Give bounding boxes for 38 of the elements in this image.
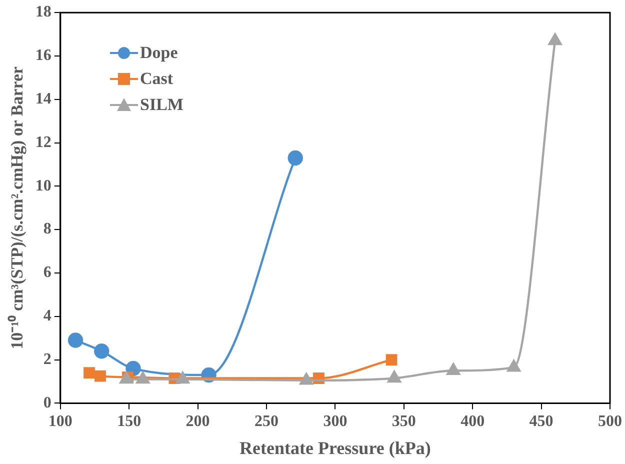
y-tick-label: 0: [43, 394, 52, 412]
y-tick-label: 10: [35, 177, 52, 194]
point: [84, 367, 95, 379]
y-tick-label: 2: [43, 350, 52, 368]
point: [176, 372, 190, 384]
point: [120, 372, 134, 384]
point: [507, 360, 521, 372]
y-tick-label: 4: [43, 308, 52, 325]
y-tick-label: 8: [43, 220, 52, 238]
point: [94, 344, 110, 359]
y-tick-label: 18: [35, 4, 52, 21]
x-tick-label: 250: [254, 412, 278, 430]
y-tick-label: 16: [35, 47, 52, 64]
point: [548, 33, 562, 46]
x-tick-label: 200: [186, 412, 210, 430]
x-tick-label: 100: [48, 412, 72, 430]
x-tick-label: 400: [460, 412, 485, 430]
x-tick-label: 500: [598, 412, 622, 430]
point: [386, 354, 398, 366]
point: [300, 372, 314, 385]
legend-label: Cast: [140, 69, 174, 89]
y-tick-label: 12: [35, 134, 52, 151]
y-axis-title: 10⁻¹⁰ cm³(STP)/(s.cm².cmHg) or Barrer: [8, 66, 27, 350]
x-axis-title: Retentate Pressure (kPa): [240, 438, 431, 458]
x-tick-label: 450: [529, 412, 554, 430]
x-tick-label: 350: [392, 412, 416, 430]
x-tick-label: 300: [323, 412, 348, 430]
point: [288, 150, 303, 166]
y-tick-label: 14: [35, 90, 52, 108]
point: [68, 332, 84, 348]
point: [446, 363, 460, 375]
y-tick-label: 6: [43, 264, 52, 282]
point: [388, 370, 402, 383]
point: [94, 370, 106, 382]
legend-label: Dope: [140, 43, 178, 63]
legend-label: SILM: [140, 95, 184, 115]
point: [136, 372, 150, 384]
x-tick-label: 150: [117, 412, 142, 430]
